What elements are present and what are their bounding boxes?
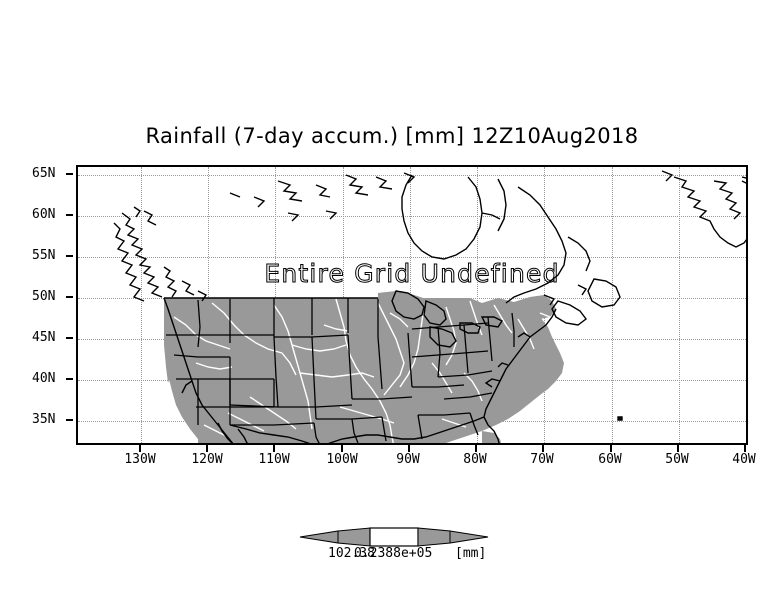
colorbar-right-tail	[449, 530, 489, 544]
us-state-borders	[166, 298, 515, 443]
gridline-lon-40w	[746, 167, 747, 443]
xtick-mark-70w	[542, 445, 544, 452]
ytick-mark-60n	[66, 214, 73, 216]
coastlines-layer	[113, 170, 746, 443]
xtick-label-90w: 90W	[396, 452, 420, 467]
ytick-mark-45n	[66, 337, 73, 339]
ytick-label-40n: 40N	[32, 371, 56, 386]
xtick-label-40w: 40W	[732, 452, 756, 467]
map-geometry	[113, 170, 746, 443]
xtick-mark-50w	[677, 445, 679, 452]
xtick-mark-100w	[341, 445, 343, 452]
xtick-label-50w: 50W	[665, 452, 689, 467]
page-title: Rainfall (7-day accum.) [mm] 12Z10Aug201…	[145, 124, 639, 148]
ytick-label-65n: 65N	[32, 166, 56, 181]
colorbar-left-band	[337, 527, 371, 547]
colorbar-graphic	[299, 527, 489, 547]
xtick-mark-90w	[408, 445, 410, 452]
xtick-label-100w: 100W	[326, 452, 358, 467]
map-plot-area[interactable]	[76, 165, 748, 445]
ytick-mark-65n	[66, 173, 73, 175]
ytick-mark-40n	[66, 378, 73, 380]
rivers-layer	[173, 298, 559, 443]
colorbar[interactable]	[298, 524, 490, 550]
colorbar-center-band	[369, 527, 419, 547]
ytick-mark-35n	[66, 419, 73, 421]
xtick-mark-60w	[610, 445, 612, 452]
xtick-mark-110w	[273, 445, 275, 452]
xtick-label-120w: 120W	[191, 452, 223, 467]
ytick-mark-55n	[66, 255, 73, 257]
colorbar-left-tail	[299, 530, 339, 544]
colorbar-min-label: 102.38	[328, 546, 375, 561]
colorbar-max-label: 0.2388e+05	[354, 546, 433, 561]
xtick-mark-130w	[139, 445, 141, 452]
xtick-label-130w: 130W	[124, 452, 156, 467]
ytick-label-35n: 35N	[32, 412, 56, 427]
xtick-label-70w: 70W	[530, 452, 554, 467]
ytick-label-50n: 50N	[32, 289, 56, 304]
ytick-mark-50n	[66, 296, 73, 298]
xtick-mark-120w	[206, 445, 208, 452]
colorbar-units-label: [mm]	[455, 546, 487, 561]
xtick-label-110w: 110W	[258, 452, 290, 467]
ytick-label-60n: 60N	[32, 207, 56, 222]
colorbar-labels: 102.38 0.2388e+05 [mm]	[298, 546, 490, 564]
ytick-label-55n: 55N	[32, 248, 56, 263]
xtick-label-60w: 60W	[598, 452, 622, 467]
xtick-label-80w: 80W	[463, 452, 487, 467]
xtick-mark-40w	[744, 445, 746, 452]
xtick-mark-80w	[475, 445, 477, 452]
colorbar-right-band	[417, 527, 451, 547]
ytick-label-45n: 45N	[32, 330, 56, 345]
